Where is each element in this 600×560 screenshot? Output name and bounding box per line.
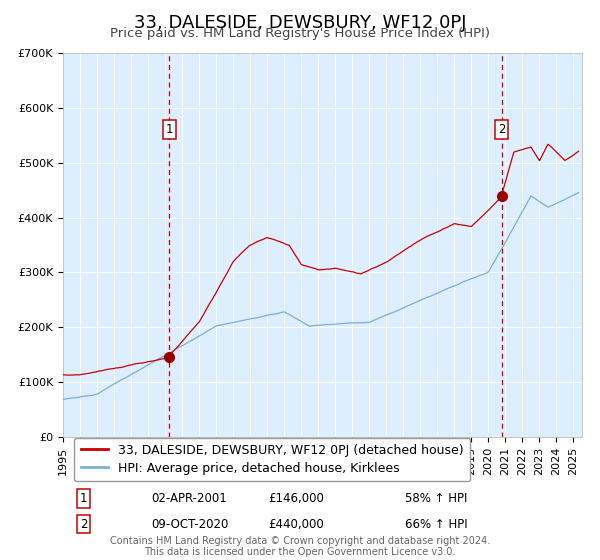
Text: 09-OCT-2020: 09-OCT-2020 bbox=[151, 517, 229, 530]
Text: £146,000: £146,000 bbox=[269, 492, 325, 505]
Text: 2: 2 bbox=[498, 123, 505, 137]
Text: 66% ↑ HPI: 66% ↑ HPI bbox=[406, 517, 468, 530]
Text: 33, DALESIDE, DEWSBURY, WF12 0PJ: 33, DALESIDE, DEWSBURY, WF12 0PJ bbox=[134, 14, 466, 32]
Text: 1: 1 bbox=[80, 492, 88, 505]
Text: 2: 2 bbox=[80, 517, 88, 530]
Text: Contains HM Land Registry data © Crown copyright and database right 2024.
This d: Contains HM Land Registry data © Crown c… bbox=[110, 535, 490, 557]
Legend: 33, DALESIDE, DEWSBURY, WF12 0PJ (detached house), HPI: Average price, detached : 33, DALESIDE, DEWSBURY, WF12 0PJ (detach… bbox=[74, 437, 470, 481]
Text: 58% ↑ HPI: 58% ↑ HPI bbox=[406, 492, 468, 505]
Text: Price paid vs. HM Land Registry's House Price Index (HPI): Price paid vs. HM Land Registry's House … bbox=[110, 27, 490, 40]
Text: 1: 1 bbox=[166, 123, 173, 137]
Text: 02-APR-2001: 02-APR-2001 bbox=[151, 492, 227, 505]
Text: £440,000: £440,000 bbox=[269, 517, 325, 530]
